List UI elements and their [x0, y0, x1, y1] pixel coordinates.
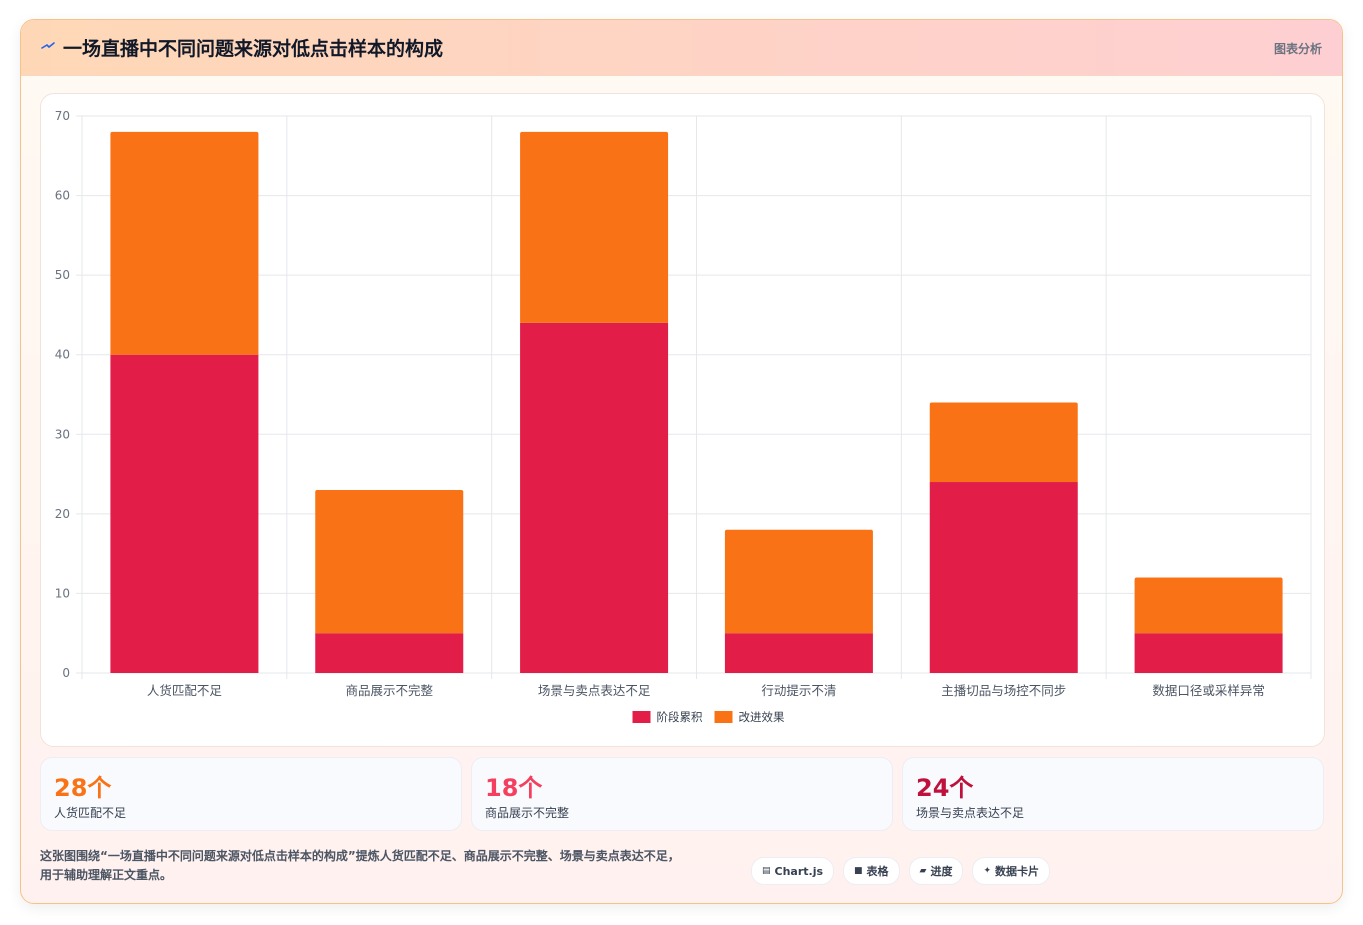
legend-label: 阶段累积 [657, 710, 703, 724]
table-icon: ■ [854, 866, 863, 876]
bar-segment [929, 482, 1078, 673]
bar-segment [724, 529, 873, 634]
bar-segment [520, 131, 669, 323]
chip-label: 表格 [866, 865, 889, 878]
chip-table[interactable]: ■ 表格 [843, 857, 900, 885]
stat-label: 人货匹配不足 [54, 806, 127, 820]
chip-label: 进度 [930, 865, 953, 878]
legend-swatch [714, 711, 733, 723]
bar-segment [1134, 633, 1283, 673]
chip-data-card[interactable]: ✦ 数据卡片 [972, 857, 1051, 885]
legend-label: 改进效果 [739, 710, 785, 724]
chart-card: 一场直播中不同问题来源对低点击样本的构成 图表分析 0 10 20 30 40 50 60 7… [20, 19, 1343, 904]
chart-area: 0 10 20 30 40 50 60 70 人货匹配不足 商品展示不完整 场景与卖点表达不足 行动提… [40, 93, 1325, 747]
x-tick-label: 商品展示不完整 [345, 683, 433, 698]
x-tick-label: 主播切品与场控不同步 [941, 683, 1066, 698]
chip-chartjs[interactable]: ▤ Chart.js [751, 857, 835, 885]
legend-swatch [632, 711, 651, 723]
x-tick-label: 数据口径或采样异常 [1152, 683, 1265, 698]
bar-segment [1134, 577, 1283, 634]
bar-segment [315, 633, 464, 673]
y-tick-label: 70 [55, 109, 70, 123]
y-tick-label: 20 [55, 507, 70, 521]
card-header: 一场直播中不同问题来源对低点击样本的构成 图表分析 [21, 20, 1342, 76]
card-icon: ✦ [983, 866, 992, 876]
chart-analysis-tag[interactable]: 图表分析 [1273, 42, 1322, 56]
y-tick-label: 40 [55, 348, 70, 362]
bar-segment [929, 402, 1078, 483]
stat-card-3: 24个 场景与卖点表达不足 [902, 757, 1324, 831]
bar-segment [110, 131, 259, 355]
stat-value: 28个 [54, 774, 112, 802]
stat-card-1: 28个 人货匹配不足 [40, 757, 462, 831]
description-line: 这张图围绕“一场直播中不同问题来源对低点击样本的构成”提炼人货匹配不足、商品展示… [40, 849, 680, 863]
sparkle-icon [41, 42, 55, 49]
chart-description: 这张图围绕“一场直播中不同问题来源对低点击样本的构成”提炼人货匹配不足、商品展示… [40, 847, 740, 885]
y-tick-label: 10 [55, 586, 70, 600]
stacked-bar-chart: 0 10 20 30 40 50 60 70 人货匹配不足 商品展示不完整 场景与卖点表达不足 行动提… [55, 109, 1312, 724]
bar-segment [724, 633, 873, 673]
stat-value: 18个 [485, 774, 543, 802]
stat-label: 商品展示不完整 [485, 806, 570, 820]
chip-progress[interactable]: ▰ 进度 [908, 857, 964, 885]
stat-value: 24个 [916, 774, 974, 802]
x-tick-label: 行动提示不清 [761, 683, 836, 698]
bar-segment [520, 322, 669, 673]
page-title: 一场直播中不同问题来源对低点击样本的构成 [63, 38, 444, 60]
progress-icon: ▰ [919, 866, 927, 876]
stat-label: 场景与卖点表达不足 [916, 806, 1025, 820]
y-tick-label: 30 [55, 427, 70, 441]
stat-card-2: 18个 商品展示不完整 [471, 757, 893, 831]
y-tick-label: 50 [55, 268, 70, 282]
chip-label: Chart.js [774, 864, 824, 878]
bar-segment [110, 354, 259, 673]
chip-label: 数据卡片 [995, 865, 1040, 878]
feature-chips: ▤ Chart.js ■ 表格 ▰ 进度 ✦ 数据卡片 [751, 857, 1051, 885]
chart-icon: ▤ [762, 866, 771, 876]
y-tick-label: 0 [62, 666, 70, 680]
bar-segment [315, 489, 464, 634]
description-line: 用于辅助理解正文重点。 [40, 868, 173, 882]
x-tick-label: 场景与卖点表达不足 [538, 683, 651, 698]
x-tick-label: 人货匹配不足 [147, 683, 223, 698]
y-tick-label: 60 [55, 189, 70, 203]
